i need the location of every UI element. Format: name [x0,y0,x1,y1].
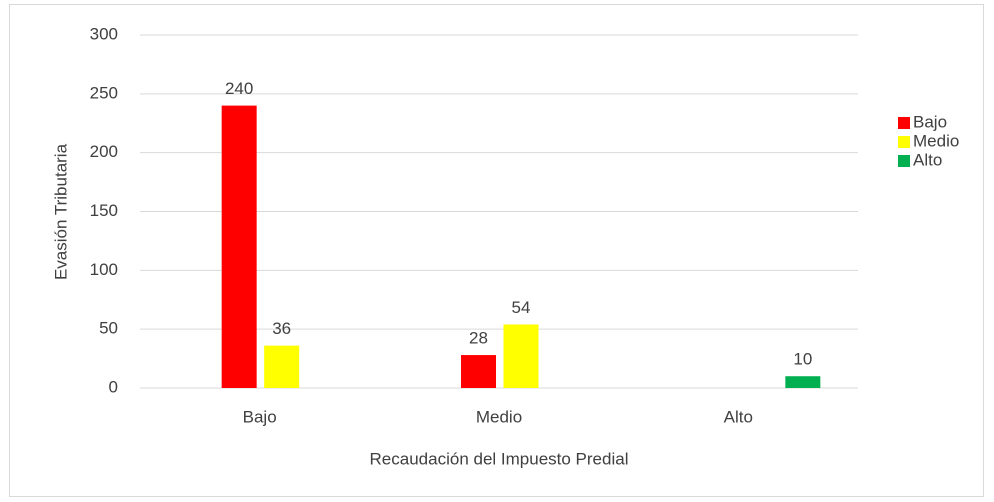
data-label: 54 [512,298,531,317]
data-label: 10 [793,350,812,369]
y-tick-label: 150 [90,201,118,220]
bar [221,105,257,388]
legend-swatch [898,136,910,148]
chart-border [9,4,984,497]
data-label: 28 [469,329,488,348]
x-axis-label: Recaudación del Impuesto Predial [370,449,629,468]
y-tick-label: 250 [90,83,118,102]
y-axis-label: Evasión Tributaria [51,143,70,280]
bar [264,345,300,388]
data-label: 36 [272,319,291,338]
y-tick-label: 0 [109,377,118,396]
x-tick-label: Medio [476,407,522,426]
x-tick-label: Bajo [243,407,277,426]
bar [461,355,496,388]
legend-swatch [898,117,910,129]
x-tick-label: Alto [724,407,753,426]
y-tick-label: 100 [90,260,118,279]
legend-label: Alto [913,150,942,169]
legend-swatch [898,155,910,167]
y-tick-label: 200 [90,142,118,161]
legend-label: Bajo [913,112,947,131]
y-tick-label: 50 [99,319,118,338]
bar [785,376,821,388]
legend-label: Medio [913,131,959,150]
y-tick-label: 300 [90,24,118,43]
data-label: 240 [225,79,253,98]
bar [503,324,539,388]
